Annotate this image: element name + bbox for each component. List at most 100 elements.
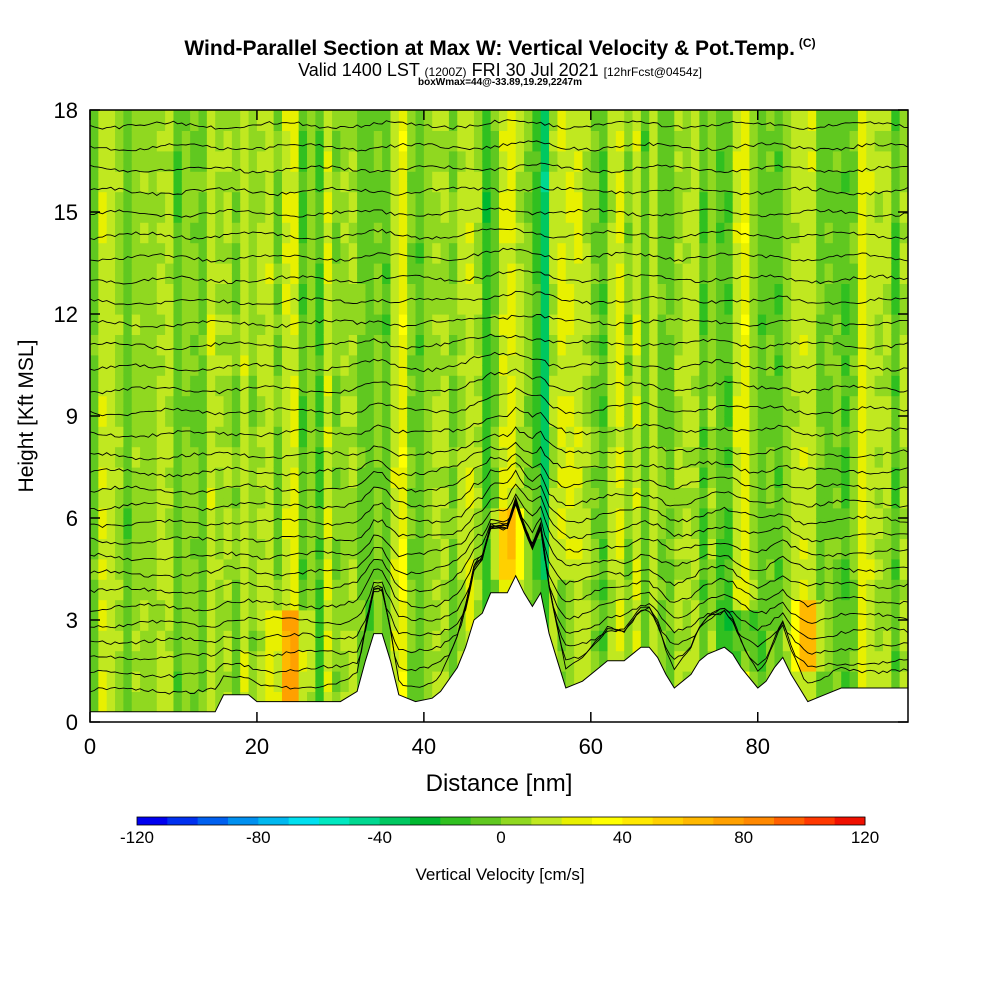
velocity-cell (507, 212, 517, 223)
velocity-cell (165, 436, 175, 448)
velocity-cell (173, 558, 183, 570)
velocity-cell (599, 416, 609, 427)
velocity-cell (440, 630, 450, 641)
velocity-cell (365, 222, 375, 233)
velocity-cell (206, 283, 216, 295)
velocity-cell (599, 640, 609, 652)
velocity-cell (473, 303, 483, 315)
velocity-cell (724, 120, 734, 131)
velocity-cell (757, 630, 767, 641)
velocity-cell (473, 426, 483, 437)
velocity-cell (281, 609, 291, 621)
velocity-cell (540, 599, 550, 611)
velocity-cell (340, 365, 350, 376)
velocity-cell (582, 487, 592, 499)
velocity-cell (323, 232, 333, 244)
velocity-cell (515, 314, 525, 325)
velocity-cell (749, 456, 759, 468)
velocity-cell (615, 518, 625, 529)
velocity-cell (465, 405, 475, 417)
velocity-cell (365, 609, 375, 621)
velocity-cell (223, 375, 233, 386)
velocity-cell (690, 171, 700, 182)
velocity-cell (774, 344, 784, 356)
velocity-cell (357, 263, 367, 274)
velocity-cell (632, 599, 642, 611)
velocity-cell (690, 283, 700, 295)
velocity-cell (140, 395, 150, 407)
velocity-cell (549, 497, 559, 509)
velocity-cell (532, 283, 542, 295)
velocity-cell (248, 599, 258, 611)
velocity-cell (315, 303, 325, 315)
velocity-cell (757, 507, 767, 519)
velocity-cell (448, 579, 458, 590)
velocity-cell (323, 671, 333, 682)
velocity-cell (98, 130, 108, 142)
velocity-cell (323, 334, 333, 346)
velocity-cell (240, 681, 250, 692)
velocity-cell (382, 283, 392, 295)
velocity-cell (256, 487, 266, 499)
velocity-cell (465, 130, 475, 142)
velocity-cell (649, 110, 659, 121)
velocity-cell (757, 528, 767, 539)
velocity-cell (557, 375, 567, 386)
velocity-cell (766, 263, 776, 274)
velocity-cell (165, 630, 175, 641)
velocity-cell (281, 405, 291, 417)
velocity-cell (248, 671, 258, 682)
velocity-cell (632, 222, 642, 233)
velocity-cell (323, 263, 333, 274)
velocity-cell (307, 528, 316, 539)
velocity-cell (741, 548, 751, 560)
velocity-cell (390, 375, 400, 386)
velocity-cell (223, 161, 233, 172)
velocity-cell (565, 130, 575, 142)
velocity-cell (215, 609, 225, 621)
velocity-cell (649, 487, 659, 499)
velocity-cell (357, 630, 367, 641)
velocity-cell (332, 518, 342, 529)
velocity-cell (457, 252, 467, 264)
velocity-cell (632, 528, 642, 539)
velocity-cell (624, 334, 634, 346)
velocity-cell (448, 191, 458, 203)
velocity-cell (732, 252, 742, 264)
velocity-cell (599, 548, 609, 560)
velocity-cell (624, 558, 634, 570)
velocity-cell (482, 426, 492, 437)
velocity-cell (499, 405, 508, 417)
velocity-cell (90, 426, 99, 437)
velocity-cell (273, 242, 283, 254)
velocity-cell (432, 416, 442, 427)
velocity-cell (757, 181, 767, 193)
velocity-cell (540, 487, 550, 499)
velocity-cell (757, 599, 767, 611)
velocity-cell (206, 630, 216, 641)
velocity-cell (632, 405, 642, 417)
velocity-cell (365, 385, 375, 397)
velocity-cell (248, 232, 258, 244)
velocity-cell (724, 548, 734, 560)
velocity-cell (490, 242, 500, 254)
velocity-cell (582, 293, 592, 305)
velocity-cell (173, 497, 183, 509)
velocity-cell (156, 548, 166, 560)
velocity-cell (741, 140, 751, 152)
velocity-cell (390, 181, 400, 193)
velocity-cell (215, 681, 225, 692)
velocity-cell (682, 222, 692, 233)
velocity-cell (540, 416, 550, 427)
velocity-cell (198, 171, 208, 182)
velocity-cell (407, 120, 417, 131)
velocity-cell (281, 161, 291, 172)
velocity-cell (490, 385, 500, 397)
velocity-cell (323, 283, 333, 295)
velocity-cell (507, 395, 517, 407)
velocity-cell (757, 477, 767, 488)
velocity-cell (390, 630, 400, 641)
velocity-cell (98, 681, 108, 692)
velocity-cell (482, 507, 492, 519)
velocity-cell (457, 171, 467, 182)
